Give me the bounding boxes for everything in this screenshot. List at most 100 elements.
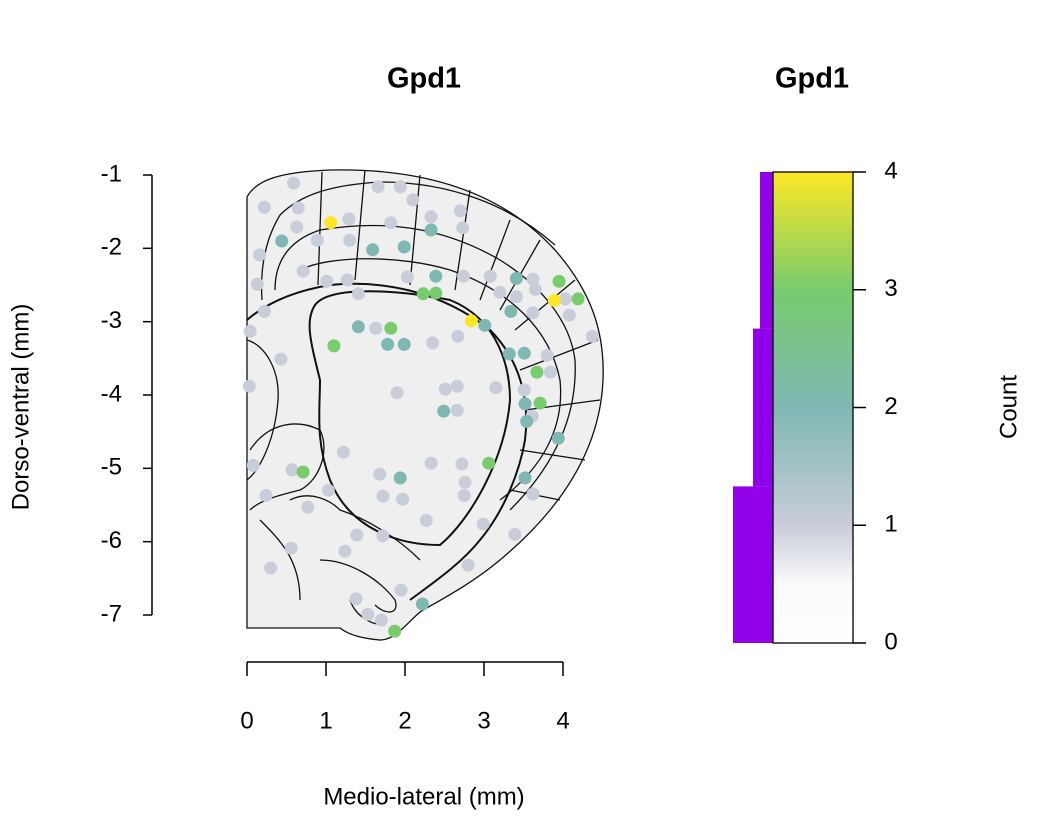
point <box>321 483 335 497</box>
point <box>369 321 383 335</box>
point <box>451 329 465 343</box>
point <box>438 382 452 396</box>
region-line <box>274 224 576 511</box>
point <box>419 513 433 527</box>
point <box>301 500 315 514</box>
point <box>396 492 410 506</box>
point <box>502 347 516 361</box>
point <box>429 269 443 283</box>
point <box>350 528 364 542</box>
point <box>259 488 273 502</box>
point <box>257 304 271 318</box>
point <box>458 475 472 489</box>
y-tick-label: -3 <box>101 307 122 334</box>
point <box>290 220 304 234</box>
point <box>476 517 490 531</box>
striatum <box>308 290 512 547</box>
point <box>518 471 532 485</box>
histogram-bar <box>733 486 773 643</box>
point <box>343 233 357 247</box>
point <box>585 329 599 343</box>
point <box>518 397 532 411</box>
point <box>562 308 576 322</box>
point <box>291 201 305 215</box>
point <box>517 383 531 397</box>
point <box>453 204 467 218</box>
point <box>393 471 407 485</box>
point <box>424 223 438 237</box>
point <box>253 248 267 262</box>
brain-outline <box>246 169 604 641</box>
point <box>504 304 518 318</box>
histogram-bar <box>760 172 773 329</box>
x-tick-label: 1 <box>319 707 332 734</box>
point <box>478 318 492 332</box>
point <box>285 463 299 477</box>
point <box>250 277 264 291</box>
point <box>287 176 301 190</box>
point <box>450 379 464 393</box>
point <box>324 216 338 230</box>
point <box>493 285 507 299</box>
colorbar-title: Gpd1 <box>775 63 849 95</box>
point <box>543 365 557 379</box>
point <box>526 306 540 320</box>
point <box>393 180 407 194</box>
point <box>327 339 341 353</box>
point <box>338 544 352 558</box>
point <box>351 320 365 334</box>
point <box>530 365 544 379</box>
point <box>243 324 257 338</box>
point <box>257 200 271 214</box>
colorbar-tick-label: 0 <box>884 628 897 655</box>
point <box>489 381 503 395</box>
point <box>384 321 398 335</box>
y-tick-label: -7 <box>101 600 122 627</box>
point <box>526 272 540 286</box>
region-line <box>260 181 556 301</box>
point <box>450 403 464 417</box>
point <box>400 270 414 284</box>
y-tick-label: -1 <box>101 160 122 187</box>
point <box>483 269 497 283</box>
point <box>520 414 534 428</box>
point <box>415 597 429 611</box>
point <box>394 583 408 597</box>
point <box>376 489 390 503</box>
colorbar-tick-label: 3 <box>884 275 897 302</box>
point <box>374 613 388 627</box>
x-tick-label: 4 <box>556 707 569 734</box>
point <box>456 221 470 235</box>
chart-title: Gpd1 <box>387 63 461 95</box>
point <box>310 233 324 247</box>
x-tick-label: 0 <box>240 707 253 734</box>
point <box>456 269 470 283</box>
point <box>351 287 365 301</box>
point <box>406 193 420 207</box>
point <box>390 386 404 400</box>
point <box>547 293 561 307</box>
point <box>320 274 334 288</box>
point <box>509 271 523 285</box>
y-axis-label: Dorso-ventral (mm) <box>7 304 34 511</box>
point <box>571 292 585 306</box>
y-tick-label: -4 <box>101 380 122 407</box>
point <box>340 273 354 287</box>
point <box>424 210 438 224</box>
y-tick-label: -2 <box>101 234 122 261</box>
x-tick-label: 2 <box>398 707 411 734</box>
point <box>296 465 310 479</box>
point <box>388 624 402 638</box>
colorbar-tick-label: 1 <box>884 511 897 538</box>
point <box>551 431 565 445</box>
point <box>371 180 385 194</box>
point <box>528 282 542 296</box>
histogram-bar <box>753 328 773 487</box>
point <box>384 216 398 230</box>
point <box>373 467 387 481</box>
point <box>336 445 350 459</box>
point <box>426 336 440 350</box>
region-line <box>317 169 601 501</box>
x-axis-label: Medio-lateral (mm) <box>323 783 524 810</box>
point <box>558 292 572 306</box>
